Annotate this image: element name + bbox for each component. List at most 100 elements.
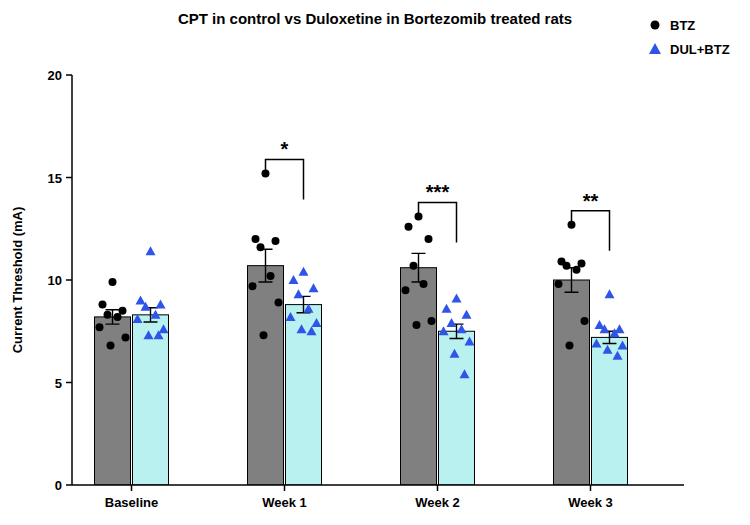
point xyxy=(252,235,260,243)
point xyxy=(312,318,322,327)
point xyxy=(425,235,433,243)
point xyxy=(405,223,413,231)
significance-label: *** xyxy=(426,181,450,203)
point xyxy=(107,342,115,350)
point xyxy=(299,267,309,276)
x-tick-label: Week 1 xyxy=(262,495,307,510)
legend-label: BTZ xyxy=(670,18,695,33)
x-tick-label: Baseline xyxy=(105,495,158,510)
point xyxy=(428,317,436,325)
point xyxy=(618,341,628,350)
point xyxy=(133,314,143,323)
point xyxy=(610,328,620,337)
point xyxy=(592,339,602,348)
y-tick xyxy=(66,279,72,281)
point xyxy=(136,296,146,305)
point xyxy=(555,280,563,288)
y-tick xyxy=(66,484,72,486)
chart: CPT in control vs Duloxetine in Bortezom… xyxy=(0,0,750,525)
point xyxy=(154,330,164,339)
significance-bracket xyxy=(572,211,610,251)
point xyxy=(439,326,449,335)
bar xyxy=(133,315,169,485)
x-tick-label: Week 3 xyxy=(568,495,613,510)
point xyxy=(146,246,156,255)
point xyxy=(457,324,467,333)
point xyxy=(600,324,610,333)
point xyxy=(465,337,475,346)
point xyxy=(460,369,470,378)
point xyxy=(573,266,581,274)
point xyxy=(462,310,472,319)
point xyxy=(450,349,460,358)
point xyxy=(104,311,112,319)
point xyxy=(257,243,265,251)
point xyxy=(275,299,283,307)
point xyxy=(294,289,304,298)
point xyxy=(304,304,314,313)
point xyxy=(267,272,275,280)
x-tick xyxy=(131,485,133,491)
point xyxy=(447,318,457,327)
y-tick xyxy=(66,177,72,179)
point xyxy=(452,293,462,302)
legend-marker xyxy=(651,21,660,30)
point xyxy=(442,304,452,313)
point xyxy=(141,302,151,311)
y-axis-label: Current Threshold (mA) xyxy=(10,207,25,354)
significance-bracket xyxy=(419,202,457,242)
point xyxy=(420,280,428,288)
x-tick xyxy=(590,485,592,491)
point xyxy=(151,310,161,319)
point xyxy=(410,262,418,270)
point xyxy=(413,321,421,329)
point xyxy=(578,260,586,268)
bar xyxy=(554,280,590,485)
significance-label: ** xyxy=(583,190,599,212)
point xyxy=(260,331,268,339)
point xyxy=(613,351,623,360)
point xyxy=(159,324,169,333)
point xyxy=(563,262,571,270)
point xyxy=(603,345,613,354)
point xyxy=(297,324,307,333)
significance-label: * xyxy=(281,138,289,160)
point xyxy=(289,275,299,284)
point xyxy=(286,312,296,321)
plot-area xyxy=(95,169,628,485)
point xyxy=(114,313,122,321)
point xyxy=(581,317,589,325)
y-tick-label: 20 xyxy=(48,68,62,83)
y-tick xyxy=(66,382,72,384)
y-tick-label: 5 xyxy=(55,376,62,391)
significance-bracket xyxy=(266,159,304,199)
point xyxy=(309,283,319,292)
x-tick-label: Week 2 xyxy=(415,495,460,510)
point xyxy=(307,326,317,335)
title: CPT in control vs Duloxetine in Bortezom… xyxy=(178,10,572,27)
point xyxy=(119,307,127,315)
point xyxy=(605,289,615,298)
bar xyxy=(401,268,437,485)
point xyxy=(272,237,280,245)
bar xyxy=(439,331,475,485)
bar xyxy=(592,337,628,485)
y-tick-label: 15 xyxy=(48,171,62,186)
point xyxy=(144,330,154,339)
legend-label: DUL+BTZ xyxy=(670,42,730,57)
point xyxy=(156,300,166,309)
point xyxy=(402,286,410,294)
x-tick xyxy=(284,485,286,491)
y-tick xyxy=(66,74,72,76)
y-tick-label: 10 xyxy=(48,273,62,288)
legend-marker xyxy=(649,43,661,54)
point xyxy=(566,342,574,350)
x-tick xyxy=(437,485,439,491)
point xyxy=(99,301,107,309)
bar xyxy=(95,317,131,485)
y-tick-label: 0 xyxy=(55,478,62,493)
bar xyxy=(248,266,284,485)
point xyxy=(249,282,257,290)
point xyxy=(109,278,117,286)
point xyxy=(122,333,130,341)
